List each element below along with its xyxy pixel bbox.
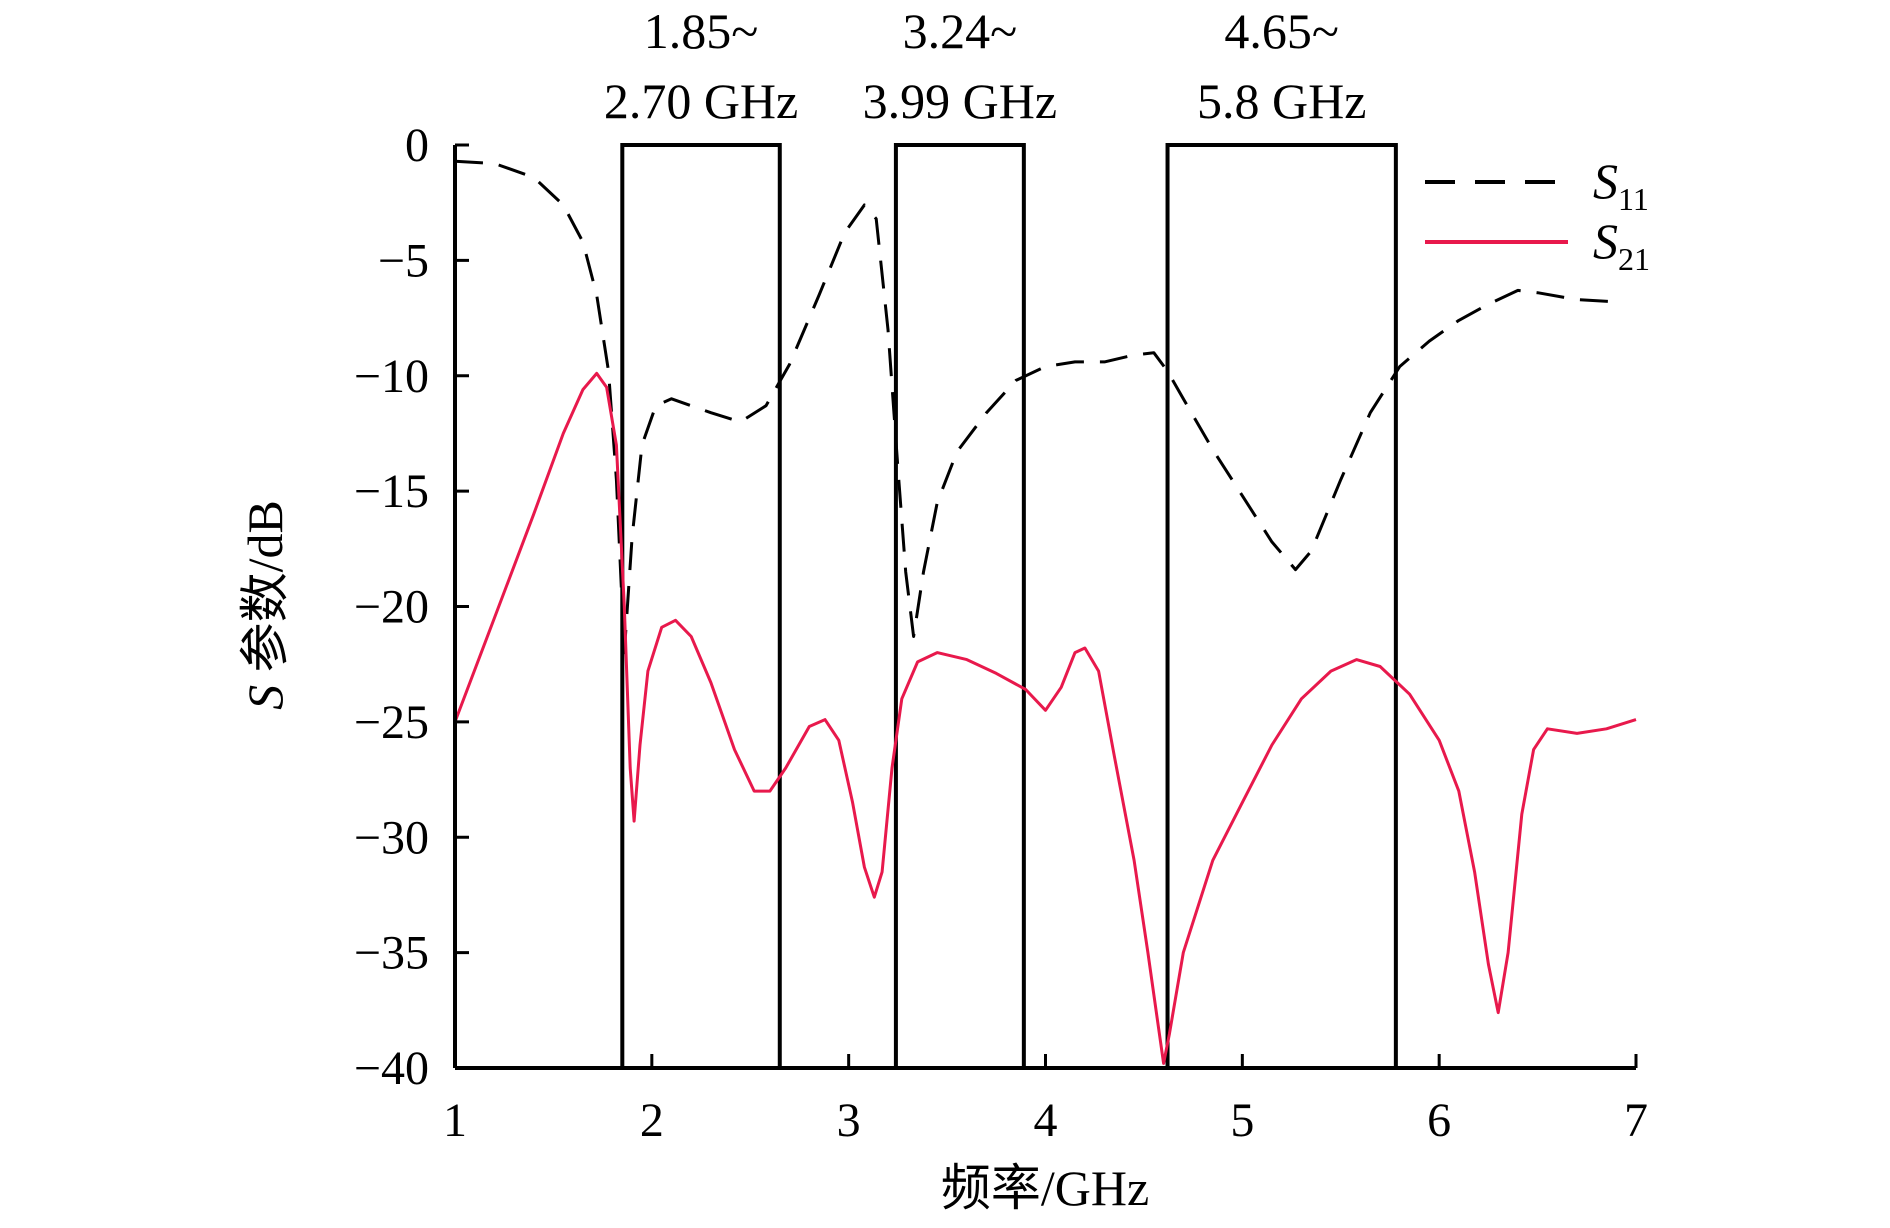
x-tick-label: 7 [1624, 1094, 1648, 1147]
x-tick-label: 1 [443, 1094, 467, 1147]
y-tick-label: 0 [405, 119, 429, 172]
band-box [893, 143, 1026, 1070]
y-axis-title-rest: 参数/dB [237, 500, 293, 685]
x-tick-label: 4 [1034, 1094, 1058, 1147]
band-label-line2: 2.70 GHz [604, 73, 798, 129]
legend-label-subscript: 11 [1618, 181, 1649, 217]
series-line-s11 [454, 159, 1617, 655]
x-tick-label: 5 [1230, 1094, 1254, 1147]
band-label-line2: 5.8 GHz [1197, 73, 1366, 129]
y-tick-label: −40 [354, 1042, 429, 1095]
series-lines [453, 159, 1637, 1065]
legend-label-main: S [1593, 213, 1618, 269]
series-line-s21 [453, 371, 1637, 1065]
legend-label-main: S [1593, 153, 1618, 209]
band-box [620, 143, 782, 1070]
band-box [1165, 143, 1398, 1070]
ticks: 1 2 3 4 5 6 7 0 −5 −10 −15 −20 −25 −30 −35 −40 [354, 119, 1648, 1147]
band-label-line2: 3.99 GHz [863, 73, 1057, 129]
y-tick-label: −20 [354, 581, 429, 634]
y-tick-label: −15 [354, 465, 429, 518]
band-label-line1: 3.24~ [903, 3, 1018, 59]
y-tick-label: −10 [354, 350, 429, 403]
legend-label-s11: S11 [1593, 153, 1649, 217]
y-axis-title: S 参数/dB [237, 500, 293, 710]
band-label-line1: 1.85~ [644, 3, 759, 59]
x-tick-label: 3 [837, 1094, 861, 1147]
x-tick-label: 2 [640, 1094, 664, 1147]
axes [453, 145, 1636, 1070]
x-axis-title: 频率/GHz [941, 1160, 1149, 1216]
y-tick-label: −30 [354, 811, 429, 864]
legend-label-s21: S21 [1593, 213, 1650, 277]
y-tick-label: −25 [354, 696, 429, 749]
y-tick-label: −5 [378, 234, 429, 287]
legend-label-subscript: 21 [1618, 241, 1650, 277]
band-label-line1: 4.65~ [1224, 3, 1339, 59]
y-axis-title-prefix: S [237, 685, 293, 710]
x-tick-label: 6 [1427, 1094, 1451, 1147]
y-tick-label: −35 [354, 927, 429, 980]
band-boxes: 1.85~ 2.70 GHz 3.24~ 3.99 GHz 4.65~ 5.8 GHz [604, 3, 1398, 1070]
